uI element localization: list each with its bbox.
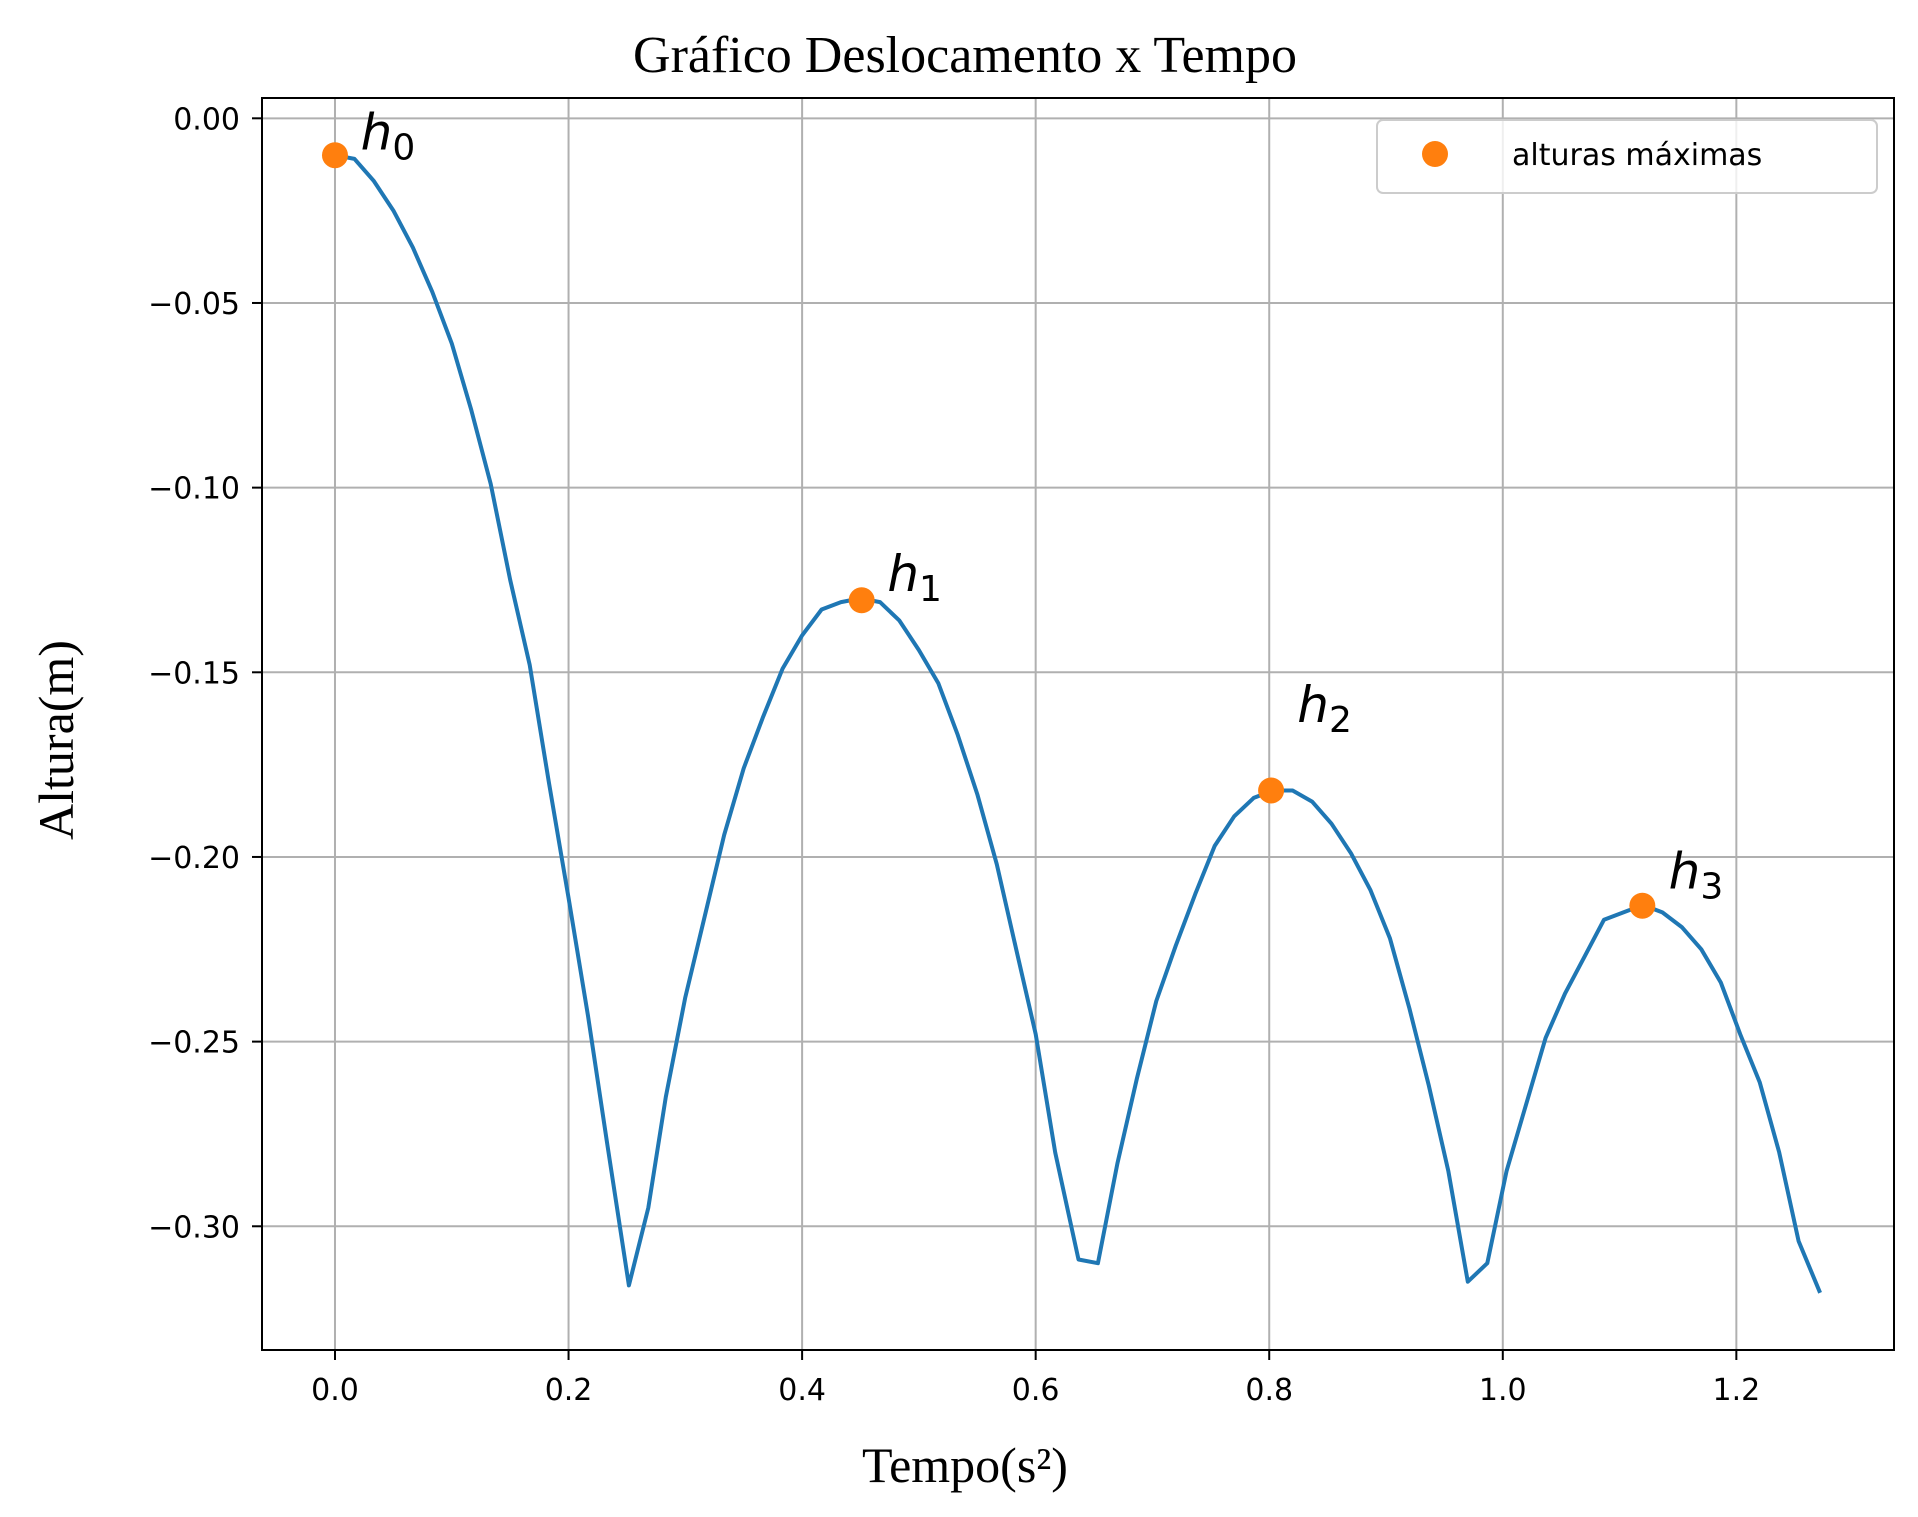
- max-height-point: [848, 587, 875, 614]
- grid: [262, 98, 1894, 1350]
- annotation-base: h: [1297, 676, 1329, 734]
- max-height-annotation: h1: [887, 545, 942, 610]
- y-tick-label: −0.05: [148, 287, 240, 322]
- x-tick-label: 0.8: [1245, 1373, 1293, 1408]
- y-tick-label: 0.00: [173, 102, 240, 137]
- annotation-subscript: 1: [919, 569, 942, 610]
- x-axis-label: Tempo(s²): [862, 1437, 1068, 1493]
- annotation-subscript: 0: [392, 128, 415, 169]
- x-tick-label: 0.6: [1012, 1373, 1060, 1408]
- ticks: 0.0 0.2 0.4 0.6 0.8 1.0 1.2 0.00 −0.05 −0.10 −0.15…: [148, 102, 1760, 1408]
- max-height-annotation: h3: [1669, 842, 1724, 907]
- plot-data: [321, 142, 1822, 1294]
- legend-marker: [1422, 141, 1448, 167]
- annotation-subscript: 2: [1329, 700, 1352, 741]
- displacement-line: [334, 153, 1822, 1294]
- plot-frame: [261, 97, 1895, 1351]
- chart-title: Gráfico Deslocamento x Tempo: [633, 27, 1297, 84]
- annotation-base: h: [1669, 842, 1701, 900]
- max-height-point: [321, 142, 348, 169]
- y-tick-label: −0.30: [148, 1210, 240, 1245]
- y-axis-label: Altura(m): [28, 640, 84, 840]
- annotation-subscript: 3: [1700, 866, 1723, 907]
- y-tick-label: −0.10: [148, 472, 240, 507]
- max-height-point: [1258, 777, 1285, 804]
- y-tick-label: −0.20: [148, 841, 240, 876]
- x-tick-label: 0.4: [778, 1373, 826, 1408]
- annotation-base: h: [361, 104, 393, 162]
- legend-box: [1376, 119, 1878, 194]
- x-tick-label: 1.0: [1479, 1373, 1527, 1408]
- y-tick-label: −0.25: [148, 1026, 240, 1061]
- y-tick-label: −0.15: [148, 656, 240, 691]
- max-height-annotation: h0: [361, 104, 416, 169]
- max-height-point: [1629, 892, 1656, 919]
- legend: alturas máximas: [1376, 119, 1878, 194]
- annotation-base: h: [887, 545, 919, 603]
- legend-label: alturas máximas: [1512, 138, 1762, 173]
- x-tick-label: 0.0: [311, 1373, 359, 1408]
- x-tick-label: 0.2: [545, 1373, 593, 1408]
- x-tick-label: 1.2: [1712, 1373, 1760, 1408]
- max-height-annotation: h2: [1297, 676, 1352, 741]
